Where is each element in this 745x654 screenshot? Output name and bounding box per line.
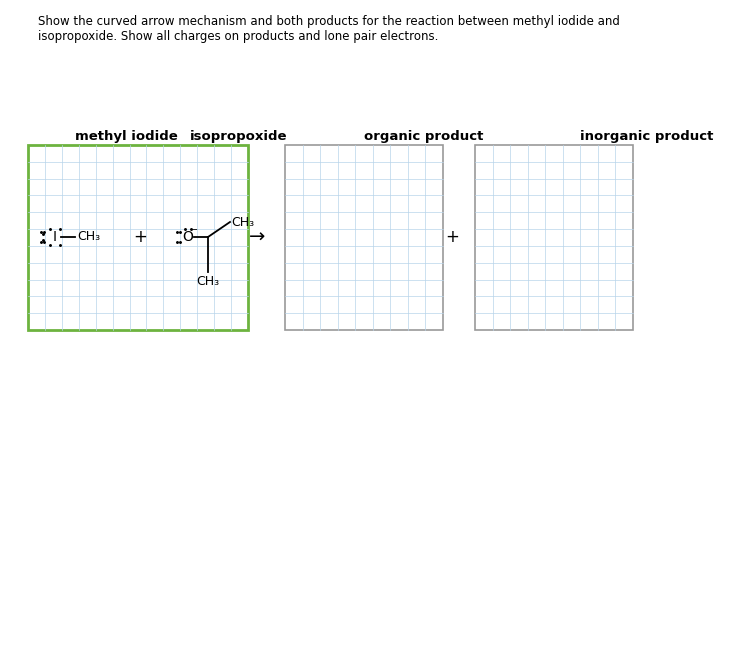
Bar <box>28 145 248 330</box>
Text: inorganic product: inorganic product <box>580 130 714 143</box>
Text: +: + <box>445 228 459 246</box>
Text: O: O <box>183 230 194 244</box>
Text: CH₃: CH₃ <box>197 275 220 288</box>
Text: I: I <box>53 230 57 244</box>
Text: +: + <box>133 228 147 246</box>
Bar <box>475 145 633 330</box>
Text: isopropoxide: isopropoxide <box>190 130 288 143</box>
Text: CH₃: CH₃ <box>231 216 254 228</box>
Text: Show the curved arrow mechanism and both products for the reaction between methy: Show the curved arrow mechanism and both… <box>38 15 620 43</box>
Text: CH₃: CH₃ <box>77 230 100 243</box>
Bar <box>285 145 443 330</box>
Text: −: − <box>190 225 198 235</box>
Text: →: → <box>249 228 265 247</box>
Text: organic product: organic product <box>364 130 484 143</box>
Text: methyl iodide: methyl iodide <box>75 130 178 143</box>
